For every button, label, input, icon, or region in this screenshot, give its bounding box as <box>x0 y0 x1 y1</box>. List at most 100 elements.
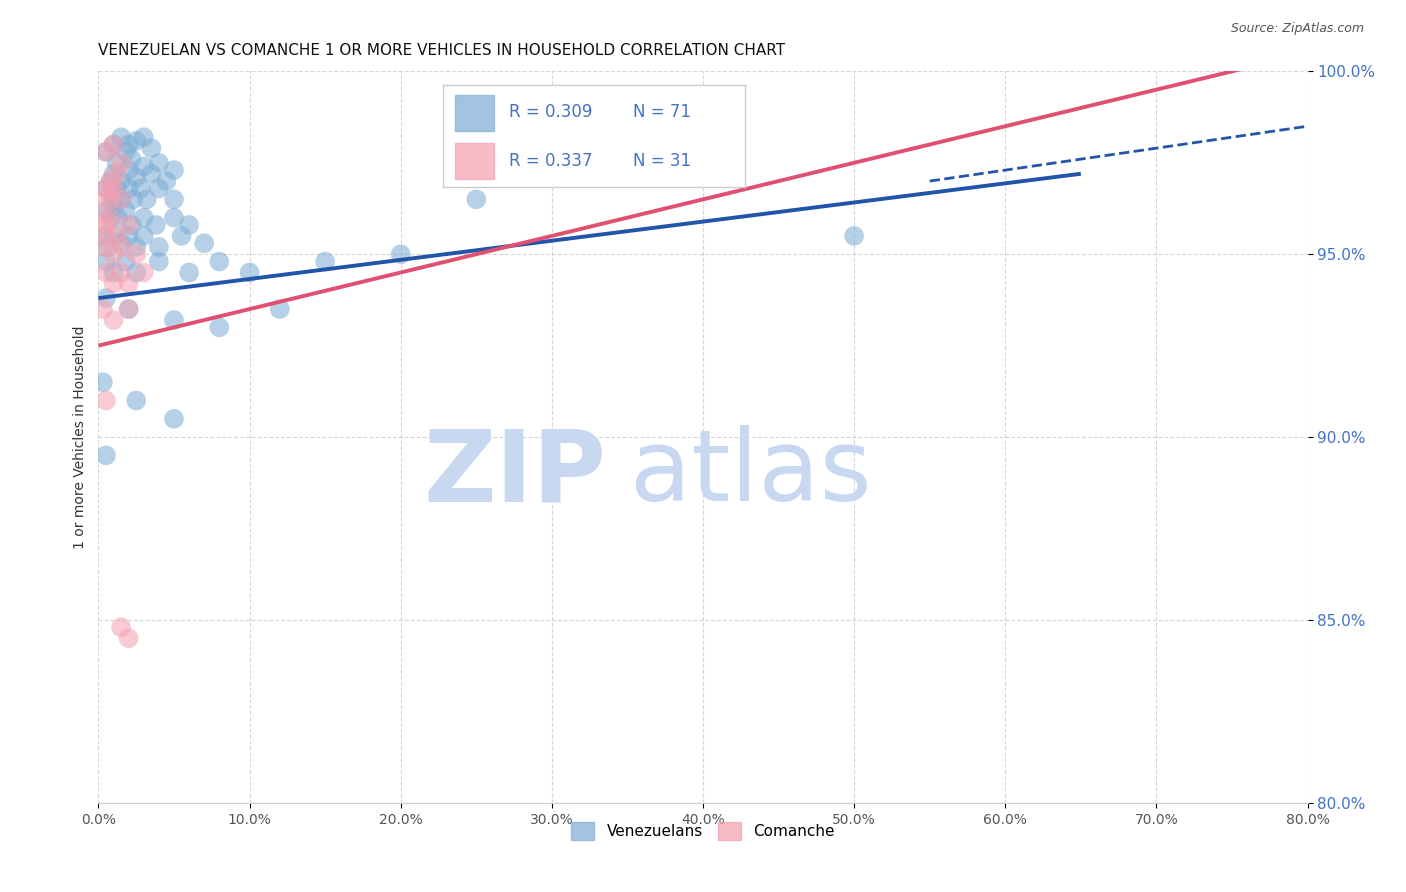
Text: N = 71: N = 71 <box>633 103 692 121</box>
Point <box>179 266 201 280</box>
Point <box>314 254 336 268</box>
Point <box>163 211 186 225</box>
Point <box>100 174 122 188</box>
Point <box>148 155 170 169</box>
Point <box>91 229 114 244</box>
Text: Source: ZipAtlas.com: Source: ZipAtlas.com <box>1230 22 1364 36</box>
Point <box>94 203 117 218</box>
Point <box>100 174 122 188</box>
Text: N = 31: N = 31 <box>633 152 692 169</box>
Point <box>105 229 128 244</box>
Point <box>135 193 157 207</box>
Point <box>121 152 143 166</box>
Point <box>103 137 125 152</box>
Point <box>103 181 125 195</box>
Point <box>100 211 122 225</box>
Point <box>105 181 128 195</box>
Point <box>103 229 125 244</box>
Point <box>103 137 125 152</box>
Point <box>94 229 117 244</box>
Point <box>118 181 141 195</box>
Point <box>103 167 125 181</box>
Point <box>141 141 163 155</box>
Point <box>132 211 155 225</box>
Text: R = 0.337: R = 0.337 <box>509 152 593 169</box>
Legend: Venezuelans, Comanche: Venezuelans, Comanche <box>565 815 841 847</box>
Point <box>103 247 125 261</box>
Point <box>94 266 117 280</box>
Point <box>114 203 136 218</box>
Point <box>110 174 132 188</box>
Point <box>103 193 125 207</box>
FancyBboxPatch shape <box>456 95 495 131</box>
Text: ZIP: ZIP <box>423 425 606 522</box>
Point <box>94 291 117 305</box>
Point <box>100 193 122 207</box>
Point <box>122 193 145 207</box>
Point <box>94 254 117 268</box>
Point <box>132 229 155 244</box>
Point <box>110 236 132 251</box>
Text: R = 0.309: R = 0.309 <box>509 103 593 121</box>
Point <box>163 193 186 207</box>
Point <box>94 145 117 159</box>
Point <box>125 240 148 254</box>
Point <box>389 247 412 261</box>
Point <box>129 181 152 195</box>
Point <box>155 174 177 188</box>
Point <box>125 170 148 185</box>
Point <box>103 266 125 280</box>
Point <box>94 448 117 462</box>
Point <box>170 229 193 244</box>
Point <box>125 247 148 261</box>
Point <box>91 301 114 317</box>
Point <box>110 266 132 280</box>
Text: VENEZUELAN VS COMANCHE 1 OR MORE VEHICLES IN HOUSEHOLD CORRELATION CHART: VENEZUELAN VS COMANCHE 1 OR MORE VEHICLE… <box>98 43 786 58</box>
Point <box>103 277 125 291</box>
Point <box>118 218 141 232</box>
Point <box>96 240 118 254</box>
Point <box>110 130 132 145</box>
Point <box>125 266 148 280</box>
Point <box>118 301 141 317</box>
Point <box>110 193 132 207</box>
Point <box>118 301 141 317</box>
Point <box>148 254 170 268</box>
Point <box>145 218 167 232</box>
Point <box>100 211 122 225</box>
Point <box>110 620 132 634</box>
Point <box>163 313 186 327</box>
Point <box>103 313 125 327</box>
FancyBboxPatch shape <box>456 144 495 179</box>
Point <box>94 393 117 408</box>
Point <box>103 200 125 214</box>
Y-axis label: 1 or more Vehicles in Household: 1 or more Vehicles in Household <box>73 326 87 549</box>
Point <box>94 145 117 159</box>
Point <box>118 137 141 152</box>
Point <box>269 301 291 317</box>
Point <box>148 240 170 254</box>
Point <box>179 218 201 232</box>
Point <box>208 320 231 334</box>
Point <box>125 134 148 148</box>
Point <box>148 181 170 195</box>
Point <box>94 181 117 195</box>
Point <box>239 266 262 280</box>
Point <box>107 211 129 225</box>
Point <box>110 193 132 207</box>
Point <box>163 412 186 426</box>
Point <box>94 181 117 195</box>
Point <box>163 163 186 178</box>
Point <box>132 160 155 174</box>
Point <box>844 229 866 244</box>
Point <box>114 145 136 159</box>
Point <box>110 155 132 169</box>
Point <box>118 229 141 244</box>
Point <box>141 167 163 181</box>
Point <box>118 163 141 178</box>
Text: atlas: atlas <box>630 425 872 522</box>
Point <box>118 632 141 646</box>
Point <box>105 155 128 169</box>
Point <box>105 167 128 181</box>
Point <box>132 266 155 280</box>
